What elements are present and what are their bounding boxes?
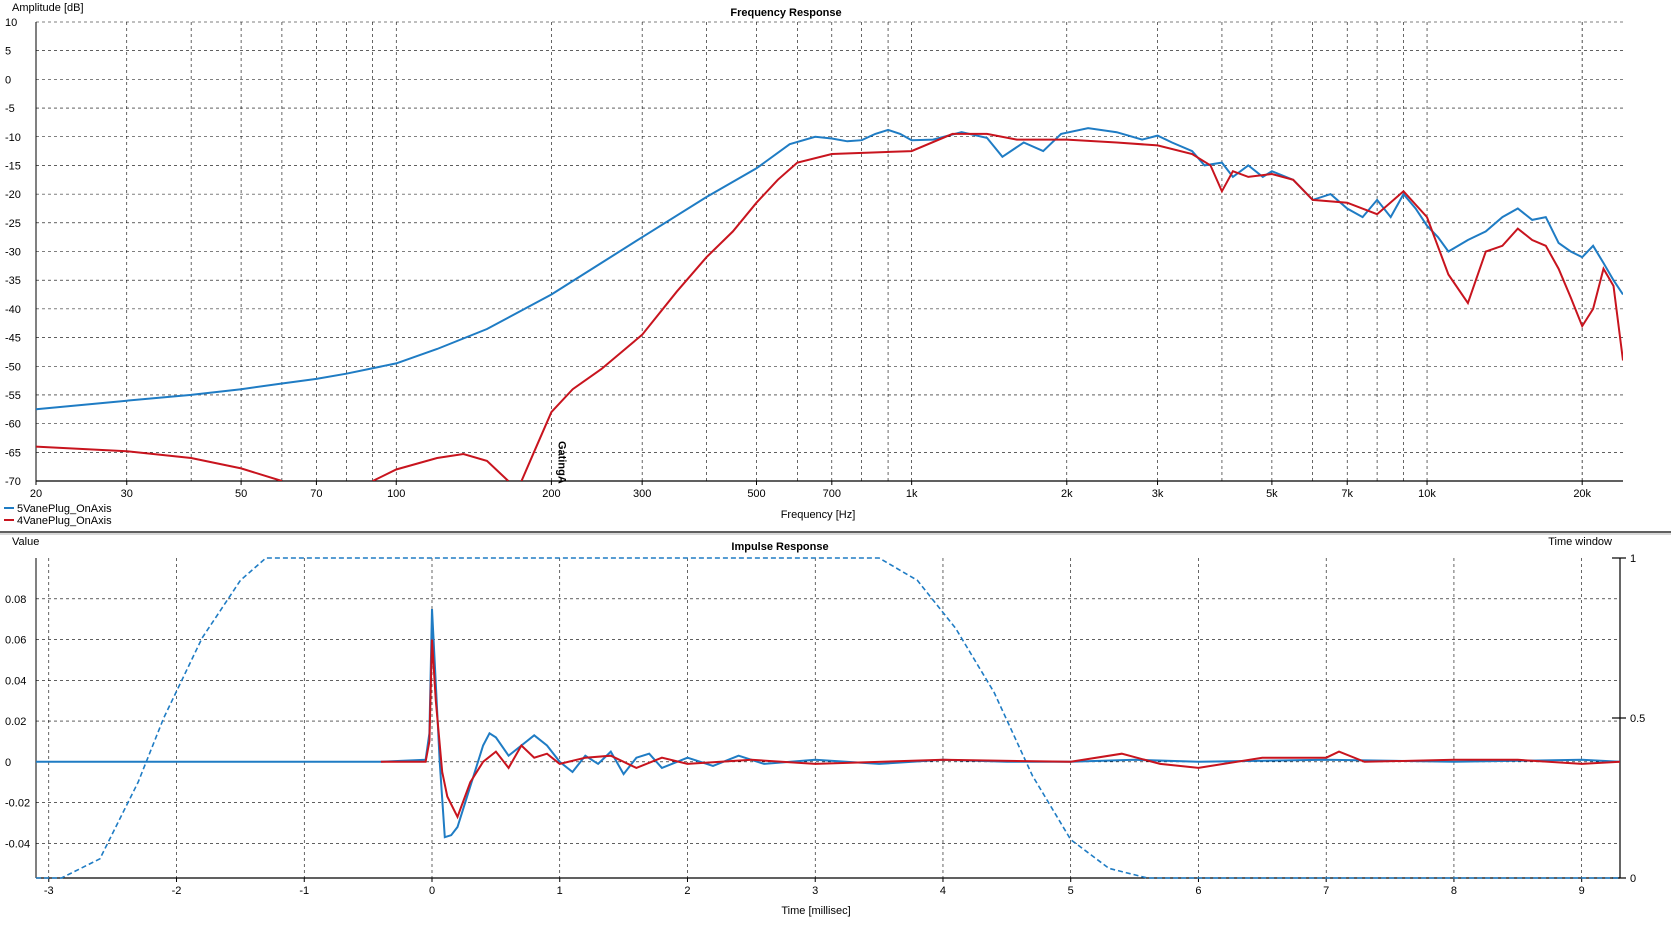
fr-x-tick-label: 700 xyxy=(823,488,841,500)
fr-y-tick-label: -45 xyxy=(5,333,21,345)
fr-title: Frequency Response xyxy=(730,7,841,19)
fr-y-tick-label: 5 xyxy=(5,46,11,58)
fr-y-tick-label: -20 xyxy=(5,189,21,201)
fr-x-tick-label: 20k xyxy=(1573,488,1591,500)
fr-series-line-1 xyxy=(36,127,1623,411)
ir-y-tick-label: 0 xyxy=(5,757,11,769)
fr-x-tick-label: 30 xyxy=(121,488,133,500)
fr-series-group xyxy=(36,127,1623,481)
fr-x-tick-label: 7k xyxy=(1341,488,1353,500)
ir-y-axis-label: Value xyxy=(12,536,39,548)
fr-grid xyxy=(35,21,1623,482)
fr-x-tick-label: 5k xyxy=(1266,488,1278,500)
fr-y-tick-label: -65 xyxy=(5,447,21,459)
ir-y-tick-label: -0.02 xyxy=(5,798,30,810)
fr-x-tick-label: 3k xyxy=(1152,488,1164,500)
fr-y-tick-label: -50 xyxy=(5,361,21,373)
ir-y-tick-label: 0.02 xyxy=(5,716,26,728)
ir-x-tick-label: 8 xyxy=(1451,885,1457,897)
ir-series-line-1 xyxy=(36,608,1620,839)
ir-y-tick-label: 0.04 xyxy=(5,675,26,687)
fr-y-tick-label: -5 xyxy=(5,103,15,115)
ir-y2-tick-label: 1 xyxy=(1630,553,1636,565)
fr-x-tick-label: 100 xyxy=(387,488,405,500)
ir-x-tick-label: 2 xyxy=(684,885,690,897)
fr-y-tick-label: -60 xyxy=(5,419,21,431)
legend-label-1: 5VanePlug_OnAxis xyxy=(17,503,112,515)
ir-grid xyxy=(36,558,1620,878)
ir-title: Impulse Response xyxy=(731,541,828,553)
ir-x-tick-label: 6 xyxy=(1195,885,1201,897)
fr-y-tick-label: -25 xyxy=(5,218,21,230)
ir-y-tick-label: 0.08 xyxy=(5,594,26,606)
fr-y-tick-label: 10 xyxy=(5,17,17,29)
fr-y-tick-label: -15 xyxy=(5,160,21,172)
ir-x-tick-label: 5 xyxy=(1068,885,1074,897)
fr-y-tick-label: -35 xyxy=(5,275,21,287)
fr-y-tick-label: -70 xyxy=(5,476,21,488)
ir-x-tick-label: 9 xyxy=(1579,885,1585,897)
fr-series-line-2 xyxy=(36,132,1623,481)
fr-y-tick-label: -30 xyxy=(5,247,21,259)
ir-x-tick-label: 1 xyxy=(557,885,563,897)
fr-y-axis-label: Amplitude [dB] xyxy=(12,2,84,14)
ir-x-tick-label: -1 xyxy=(299,885,309,897)
fr-x-tick-label: 20 xyxy=(30,488,42,500)
ir-y2-axis-label: Time window xyxy=(1548,536,1612,548)
fr-x-tick-label: 500 xyxy=(747,488,765,500)
impulse-response-chart: -3 -2 -1 0 1 2 3 4 5 6 7 8 9 0.08 0.06 0.04 0.02 0 -0.02 -0… xyxy=(5,536,1645,917)
ir-x-tick-label: 4 xyxy=(940,885,946,897)
fr-x-tick-label: 70 xyxy=(310,488,322,500)
fr-x-tick-label: 300 xyxy=(633,488,651,500)
fr-x-tick-label: 10k xyxy=(1418,488,1436,500)
fr-x-tick-label: 2k xyxy=(1061,488,1073,500)
ir-x-tick-label: 3 xyxy=(812,885,818,897)
fr-x-tick-label: 200 xyxy=(542,488,560,500)
fr-x-axis-label: Frequency [Hz] xyxy=(781,509,856,521)
fr-x-tick-label: 1k xyxy=(906,488,918,500)
ir-y2-tick-label: 0.5 xyxy=(1630,713,1645,725)
fr-y-tick-label: 0 xyxy=(5,74,11,86)
ir-x-tick-label: -3 xyxy=(44,885,54,897)
gating-marker-label: GatingA xyxy=(555,441,567,484)
ir-x-tick-label: 7 xyxy=(1323,885,1329,897)
ir-x-tick-label: -2 xyxy=(172,885,182,897)
ir-y2-tick-label: 0 xyxy=(1630,873,1636,885)
fr-y-tick-label: -10 xyxy=(5,132,21,144)
ir-y-tick-label: -0.04 xyxy=(5,838,30,850)
ir-series-line-2 xyxy=(380,639,1620,820)
time-window-curve xyxy=(36,557,1620,879)
splitter-handle[interactable] xyxy=(0,533,1671,535)
ir-y-tick-label: 0.06 xyxy=(5,635,26,647)
ir-x-axis-label: Time [millisec] xyxy=(781,905,850,917)
fr-y-tick-label: -40 xyxy=(5,304,21,316)
ir-series-group xyxy=(36,557,1620,879)
frequency-response-chart: 20 30 50 70 100 200 300 500 700 1k 2k 3k 5k 7k 10k 20k1… xyxy=(4,2,1623,527)
ir-x-tick-label: 0 xyxy=(429,885,435,897)
fr-x-tick-label: 50 xyxy=(235,488,247,500)
legend-label-2: 4VanePlug_OnAxis xyxy=(17,515,112,527)
fr-y-tick-label: -55 xyxy=(5,390,21,402)
